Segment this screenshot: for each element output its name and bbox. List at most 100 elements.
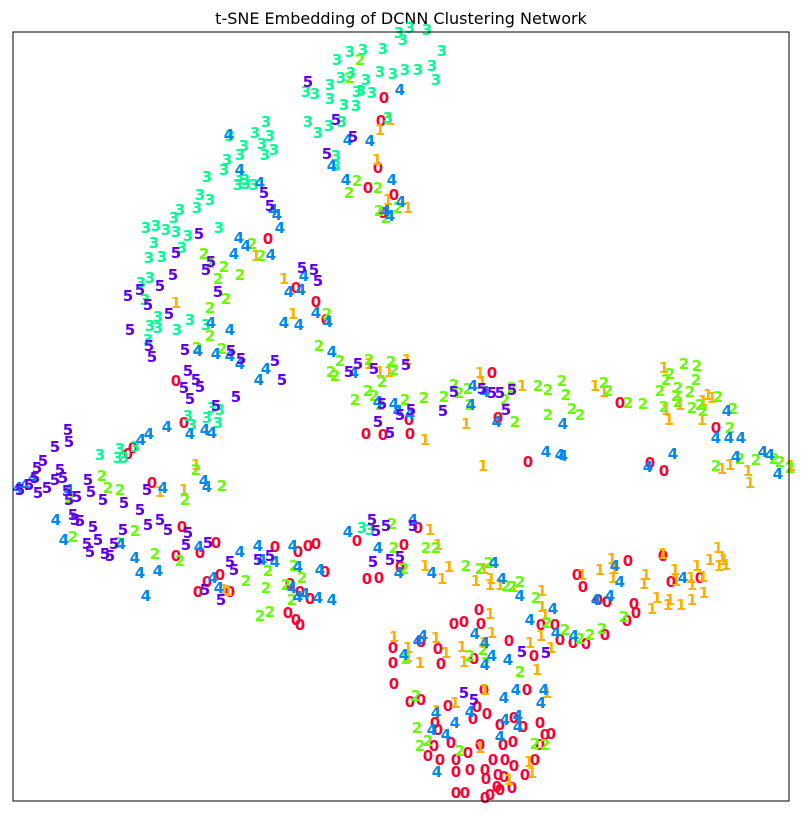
point-label-1: 1	[179, 481, 189, 499]
point-label-5: 5	[385, 551, 395, 569]
point-label-5: 5	[50, 438, 60, 456]
point-label-1: 1	[288, 305, 298, 323]
point-label-4: 4	[541, 443, 551, 461]
point-label-0: 0	[507, 779, 517, 797]
point-label-1: 1	[437, 570, 447, 588]
point-label-0: 0	[572, 566, 582, 584]
point-label-2: 2	[289, 557, 299, 575]
point-label-3: 3	[113, 449, 123, 467]
point-label-0: 0	[487, 364, 497, 382]
point-label-3: 3	[157, 248, 167, 266]
point-label-5: 5	[259, 184, 269, 202]
point-label-0: 0	[645, 454, 655, 472]
point-label-1: 1	[420, 431, 430, 449]
point-label-1: 1	[415, 654, 425, 672]
point-label-4: 4	[206, 314, 216, 332]
point-label-4: 4	[678, 569, 688, 587]
point-label-2: 2	[297, 569, 307, 587]
point-label-5: 5	[143, 296, 153, 314]
point-label-4: 4	[548, 600, 558, 618]
point-label-3: 3	[303, 113, 313, 131]
point-label-4: 4	[315, 561, 325, 579]
point-label-3: 3	[145, 269, 155, 287]
point-label-4: 4	[51, 511, 61, 529]
point-label-1: 1	[671, 572, 681, 590]
point-label-4: 4	[202, 478, 212, 496]
point-label-1: 1	[686, 569, 696, 587]
point-label-1: 1	[705, 551, 715, 569]
point-label-1: 1	[721, 556, 731, 574]
point-label-5: 5	[72, 488, 82, 506]
point-label-4: 4	[758, 443, 768, 461]
point-label-1: 1	[403, 199, 413, 217]
point-label-5: 5	[185, 390, 195, 408]
point-label-0: 0	[291, 279, 301, 297]
point-label-0: 0	[666, 573, 676, 591]
point-label-0: 0	[631, 604, 641, 622]
point-label-0: 0	[293, 543, 303, 561]
point-label-4: 4	[207, 424, 217, 442]
point-label-2: 2	[287, 591, 297, 609]
point-label-4: 4	[480, 656, 490, 674]
point-label-4: 4	[399, 646, 409, 664]
point-label-0: 0	[225, 583, 235, 601]
point-label-3: 3	[431, 71, 441, 89]
point-label-1: 1	[698, 568, 708, 586]
point-label-0: 0	[303, 537, 313, 555]
point-label-5: 5	[348, 128, 358, 146]
point-label-5: 5	[469, 691, 479, 709]
point-label-0: 0	[263, 230, 273, 248]
point-label-5: 5	[85, 543, 95, 561]
point-label-1: 1	[479, 560, 489, 578]
point-label-5: 5	[93, 531, 103, 549]
point-label-1: 1	[223, 582, 233, 600]
point-label-3: 3	[141, 219, 151, 237]
point-label-2: 2	[540, 736, 550, 754]
point-label-0: 0	[504, 632, 514, 650]
point-label-0: 0	[147, 474, 157, 492]
point-label-2: 2	[103, 479, 113, 497]
point-label-3: 3	[240, 171, 250, 189]
point-label-3: 3	[422, 21, 432, 39]
point-label-4: 4	[64, 481, 74, 499]
point-label-3: 3	[95, 446, 105, 464]
point-label-2: 2	[533, 377, 543, 395]
point-label-5: 5	[88, 518, 98, 536]
point-label-4: 4	[605, 587, 615, 605]
point-label-5: 5	[449, 383, 459, 401]
point-label-4: 4	[643, 458, 653, 476]
point-label-4: 4	[373, 393, 383, 411]
point-label-2: 2	[97, 467, 107, 485]
point-label-5: 5	[32, 459, 42, 477]
point-label-2: 2	[355, 51, 365, 69]
point-label-3: 3	[346, 64, 356, 82]
point-label-4: 4	[394, 564, 404, 582]
point-label-2: 2	[373, 179, 383, 197]
point-label-2: 2	[515, 573, 525, 591]
point-label-2: 2	[326, 363, 336, 381]
point-label-2: 2	[150, 545, 160, 563]
point-label-3: 3	[249, 176, 259, 194]
point-label-1: 1	[658, 545, 668, 563]
point-label-0: 0	[379, 89, 389, 107]
point-label-3: 3	[388, 65, 398, 83]
point-label-1: 1	[420, 557, 430, 575]
point-label-1: 1	[385, 111, 395, 129]
point-label-5: 5	[55, 461, 65, 479]
point-label-2: 2	[685, 383, 695, 401]
point-label-5: 5	[38, 452, 48, 470]
point-label-5: 5	[203, 534, 213, 552]
point-label-3: 3	[257, 135, 267, 153]
point-label-3: 3	[367, 84, 377, 102]
point-label-2: 2	[221, 290, 231, 308]
point-label-4: 4	[513, 718, 523, 736]
point-label-1: 1	[786, 457, 796, 475]
point-label-1: 1	[402, 351, 412, 369]
point-label-1: 1	[155, 483, 165, 501]
point-label-2: 2	[507, 578, 517, 596]
point-label-0: 0	[451, 751, 461, 769]
point-label-3: 3	[310, 85, 320, 103]
point-label-1: 1	[372, 151, 382, 169]
point-label-4: 4	[381, 202, 391, 220]
point-label-2: 2	[261, 579, 271, 597]
